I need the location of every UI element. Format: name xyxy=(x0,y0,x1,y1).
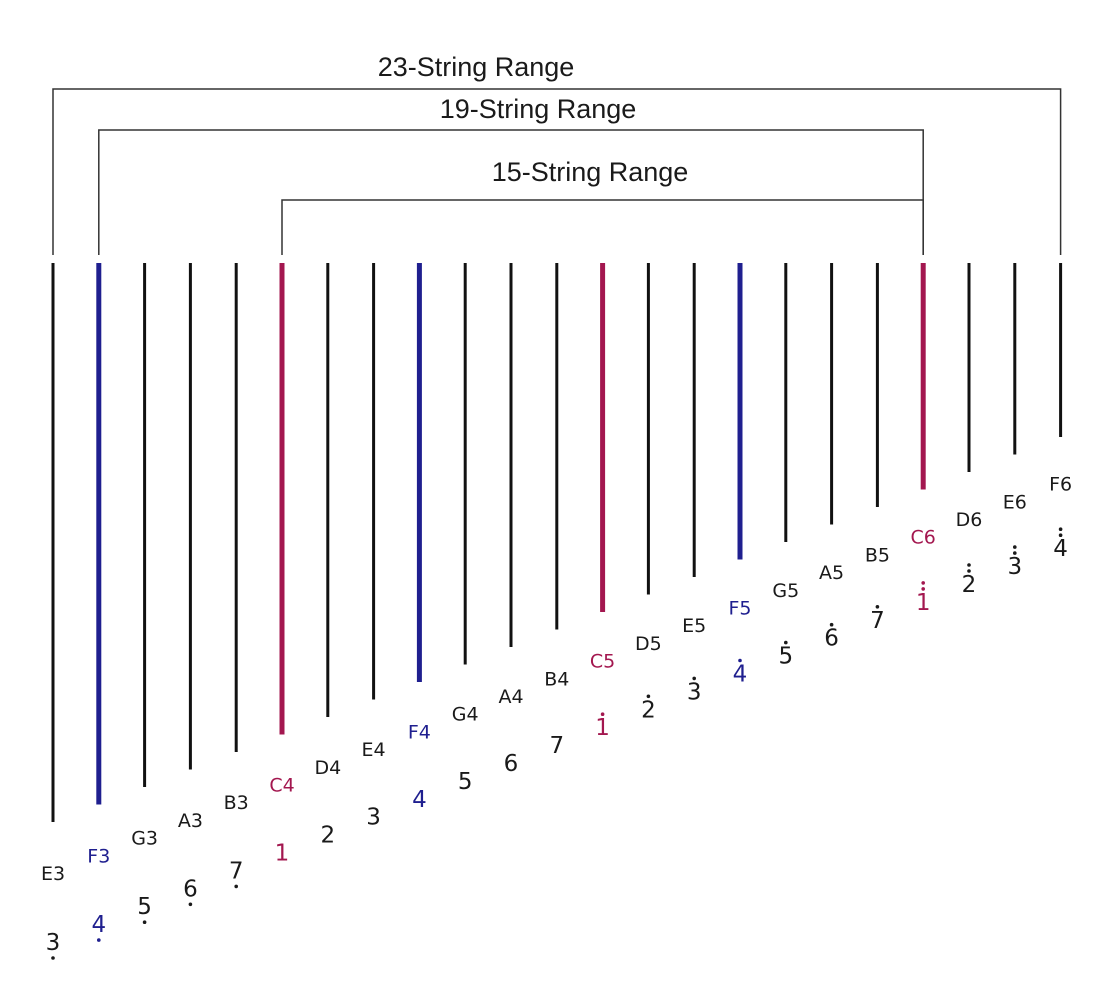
jianpu-label-e4: 3 xyxy=(366,805,381,831)
note-label-e5: E5 xyxy=(682,615,706,637)
note-label-f6: F6 xyxy=(1049,474,1072,496)
jianpu-label-b4: 7 xyxy=(549,733,564,759)
note-label-c4: C4 xyxy=(269,775,294,797)
jianpu-label-d6: 2 xyxy=(962,572,977,598)
strings-group xyxy=(51,263,1063,822)
note-label-b5: B5 xyxy=(865,544,890,566)
jianpu-label-c6: 1 xyxy=(916,590,931,616)
octave-dot-above xyxy=(829,622,834,627)
range-bracket-1 xyxy=(52,88,1062,255)
note-label-g3: G3 xyxy=(131,828,158,850)
jianpu-label-f5: 4 xyxy=(733,662,748,688)
octave-dot-below xyxy=(234,884,238,889)
jianpu-label-e5: 3 xyxy=(687,679,702,705)
jianpu-label-c5: 1 xyxy=(595,715,610,741)
octave-dot-above xyxy=(1058,533,1063,537)
octave-dot-above xyxy=(1013,551,1017,555)
octave-dot-below xyxy=(97,938,101,942)
jianpu-label-f4: 4 xyxy=(412,787,427,813)
jianpu-labels-group: 3 4 5 6 7 1 2 3 4 5 6 7 1 2 3 4 5 6 7 1 2 3 4 xyxy=(46,527,1068,960)
jianpu-label-b5: 7 xyxy=(870,608,885,634)
octave-dot-above xyxy=(784,640,788,645)
note-label-a4: A4 xyxy=(498,686,523,708)
range-brackets: 23-String Range 19-String Range 15-String … xyxy=(52,52,1062,255)
jianpu-label-g3: 5 xyxy=(137,894,152,920)
octave-dot-below xyxy=(188,902,193,907)
range-label-3: 15-String Range xyxy=(492,157,689,187)
jianpu-label-a4: 6 xyxy=(504,751,519,777)
jianpu-label-g5: 5 xyxy=(778,644,793,670)
range-bracket-3 xyxy=(281,199,924,255)
jianpu-label-d4: 2 xyxy=(320,823,335,849)
octave-dot-above xyxy=(1013,545,1017,549)
note-label-d6: D6 xyxy=(956,509,983,531)
note-label-c6: C6 xyxy=(911,527,936,549)
note-label-e4: E4 xyxy=(362,739,386,761)
octave-dot-above xyxy=(692,676,696,681)
jianpu-label-g4: 5 xyxy=(458,769,473,795)
note-label-a3: A3 xyxy=(178,810,203,832)
note-label-f4: F4 xyxy=(408,721,431,743)
note-label-e3: E3 xyxy=(41,863,65,885)
jianpu-label-f3: 4 xyxy=(91,912,106,938)
range-label-1: 23-String Range xyxy=(378,52,575,82)
note-label-b4: B4 xyxy=(544,668,569,690)
note-label-g4: G4 xyxy=(452,704,479,726)
note-label-e6: E6 xyxy=(1003,491,1027,513)
jianpu-label-b3: 7 xyxy=(229,858,244,884)
jianpu-label-a5: 6 xyxy=(824,626,839,652)
note-labels-group: E3 F3 G3 A3 B3 C4 D4 E4 F4 G4 A4 B4 C5 D5 E5 F5 G5 A5 B5 C6… xyxy=(41,474,1072,885)
jianpu-label-e3: 3 xyxy=(46,930,61,956)
note-label-d4: D4 xyxy=(314,757,341,779)
jianpu-label-c4: 1 xyxy=(275,841,290,867)
octave-dot-above xyxy=(875,605,880,609)
jianpu-label-e6: 3 xyxy=(1007,554,1022,580)
octave-dot-above xyxy=(967,563,971,567)
jianpu-label-d5: 2 xyxy=(641,697,656,723)
jianpu-label-f6: 4 xyxy=(1053,536,1068,562)
range-label-2: 19-String Range xyxy=(440,94,637,124)
jianpu-label-a3: 6 xyxy=(183,876,198,902)
octave-dot-above xyxy=(1058,527,1063,531)
note-label-c5: C5 xyxy=(590,651,615,673)
note-label-g5: G5 xyxy=(772,580,799,602)
octave-dot-above xyxy=(967,569,971,573)
octave-dot-above xyxy=(600,712,605,716)
note-label-d5: D5 xyxy=(635,633,662,655)
note-label-b3: B3 xyxy=(224,792,249,814)
octave-dot-above xyxy=(921,581,925,585)
octave-dot-below xyxy=(142,920,147,924)
octave-dot-above xyxy=(738,658,742,663)
note-label-a5: A5 xyxy=(819,562,844,584)
range-bracket-2 xyxy=(98,129,924,255)
octave-dot-above xyxy=(921,587,925,591)
octave-dot-above xyxy=(646,694,651,699)
note-label-f3: F3 xyxy=(87,845,110,867)
note-label-f5: F5 xyxy=(728,598,751,620)
octave-dot-below xyxy=(51,956,55,960)
